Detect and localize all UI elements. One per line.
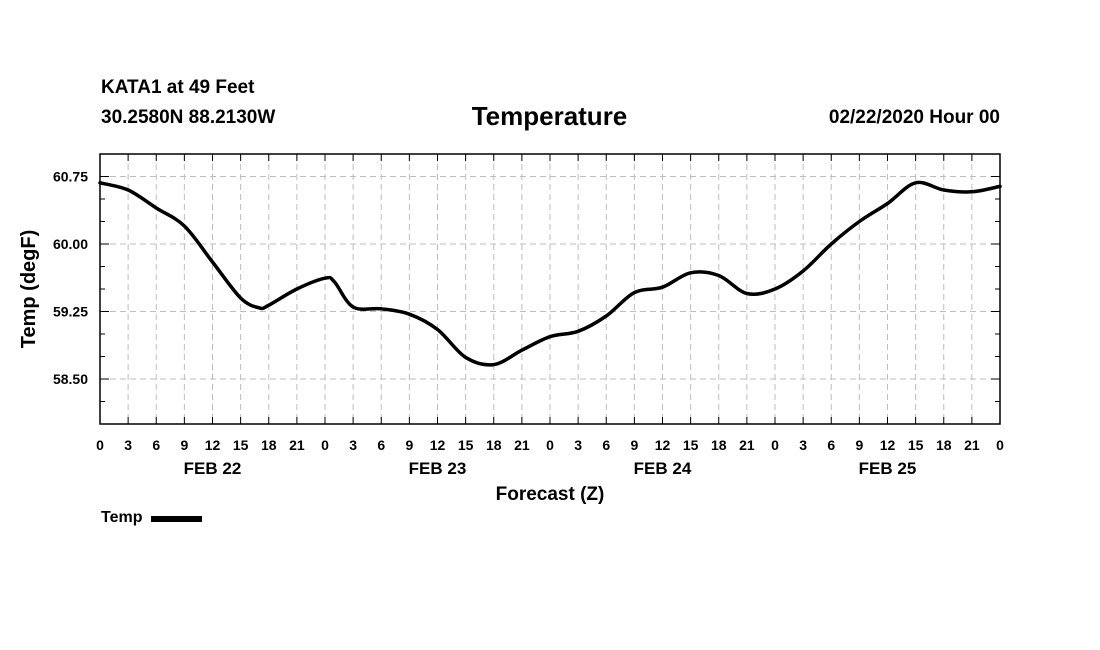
y-tick-label: 58.50 [53,371,88,387]
x-tick-label: 21 [514,437,530,453]
x-tick-label: 15 [908,437,924,453]
x-tick-label: 0 [96,437,104,453]
x-tick-label: 21 [739,437,755,453]
legend-swatch-temp [151,516,203,522]
x-tick-label: 6 [602,437,610,453]
chart-title-text: Temperature [471,101,628,131]
legend: Temp [101,509,203,527]
x-tick-label: 12 [430,437,446,453]
x-tick-label: 0 [996,437,1004,453]
day-label: FEB 25 [859,459,917,478]
x-tick-label: 0 [771,437,779,453]
x-tick-label: 15 [458,437,474,453]
series-layer [98,180,1002,367]
plot-frame [99,153,1001,425]
day-label: FEB 22 [184,459,242,478]
x-tick-label: 18 [486,437,502,453]
y-axis-label: Temp (degF) [18,230,40,349]
x-tick-label: 15 [233,437,249,453]
x-tick-label: 21 [964,437,980,453]
coordinates-label: 30.2580N 88.2130W [101,107,276,128]
x-tick-label: 9 [630,437,638,453]
x-tick-label: 6 [827,437,835,453]
x-tick-label: 9 [405,437,413,453]
x-tick-label: 12 [205,437,221,453]
day-label: FEB 23 [409,459,467,478]
chart-title: Temperature [0,101,1100,132]
axes: 0 3 6 9 12 15 18 21 0 3 6 9 12 15 18 21 0 3 6 9 12 15 18 21 0 3 6 9… [53,153,1004,478]
station-label: KATA1 at 49 Feet [101,77,255,98]
x-tick-label: 21 [289,437,305,453]
x-tick-label: 18 [936,437,952,453]
x-tick-label: 3 [124,437,132,453]
x-tick-label: 0 [321,437,329,453]
x-axis-label: Forecast (Z) [496,484,605,505]
legend-label-temp: Temp [101,509,143,526]
x-tick-label: 3 [349,437,357,453]
grid [100,154,1000,424]
x-tick-label: 15 [683,437,699,453]
y-tick-label: 60.00 [53,236,88,252]
y-tick-label: 59.25 [53,304,88,320]
x-tick-label: 12 [880,437,896,453]
x-tick-label: 6 [377,437,385,453]
x-tick-label: 12 [655,437,671,453]
x-tick-label: 9 [180,437,188,453]
x-tick-label: 3 [574,437,582,453]
x-tick-label: 6 [152,437,160,453]
x-tick-label: 9 [855,437,863,453]
x-tick-label: 18 [711,437,727,453]
day-label: FEB 24 [634,459,692,478]
x-tick-label: 3 [799,437,807,453]
datetime-label: 02/22/2020 Hour 00 [828,107,1000,128]
y-tick-label: 60.75 [53,169,88,185]
x-tick-label: 0 [546,437,554,453]
series-line-temp [98,180,1002,367]
x-tick-label: 18 [261,437,277,453]
